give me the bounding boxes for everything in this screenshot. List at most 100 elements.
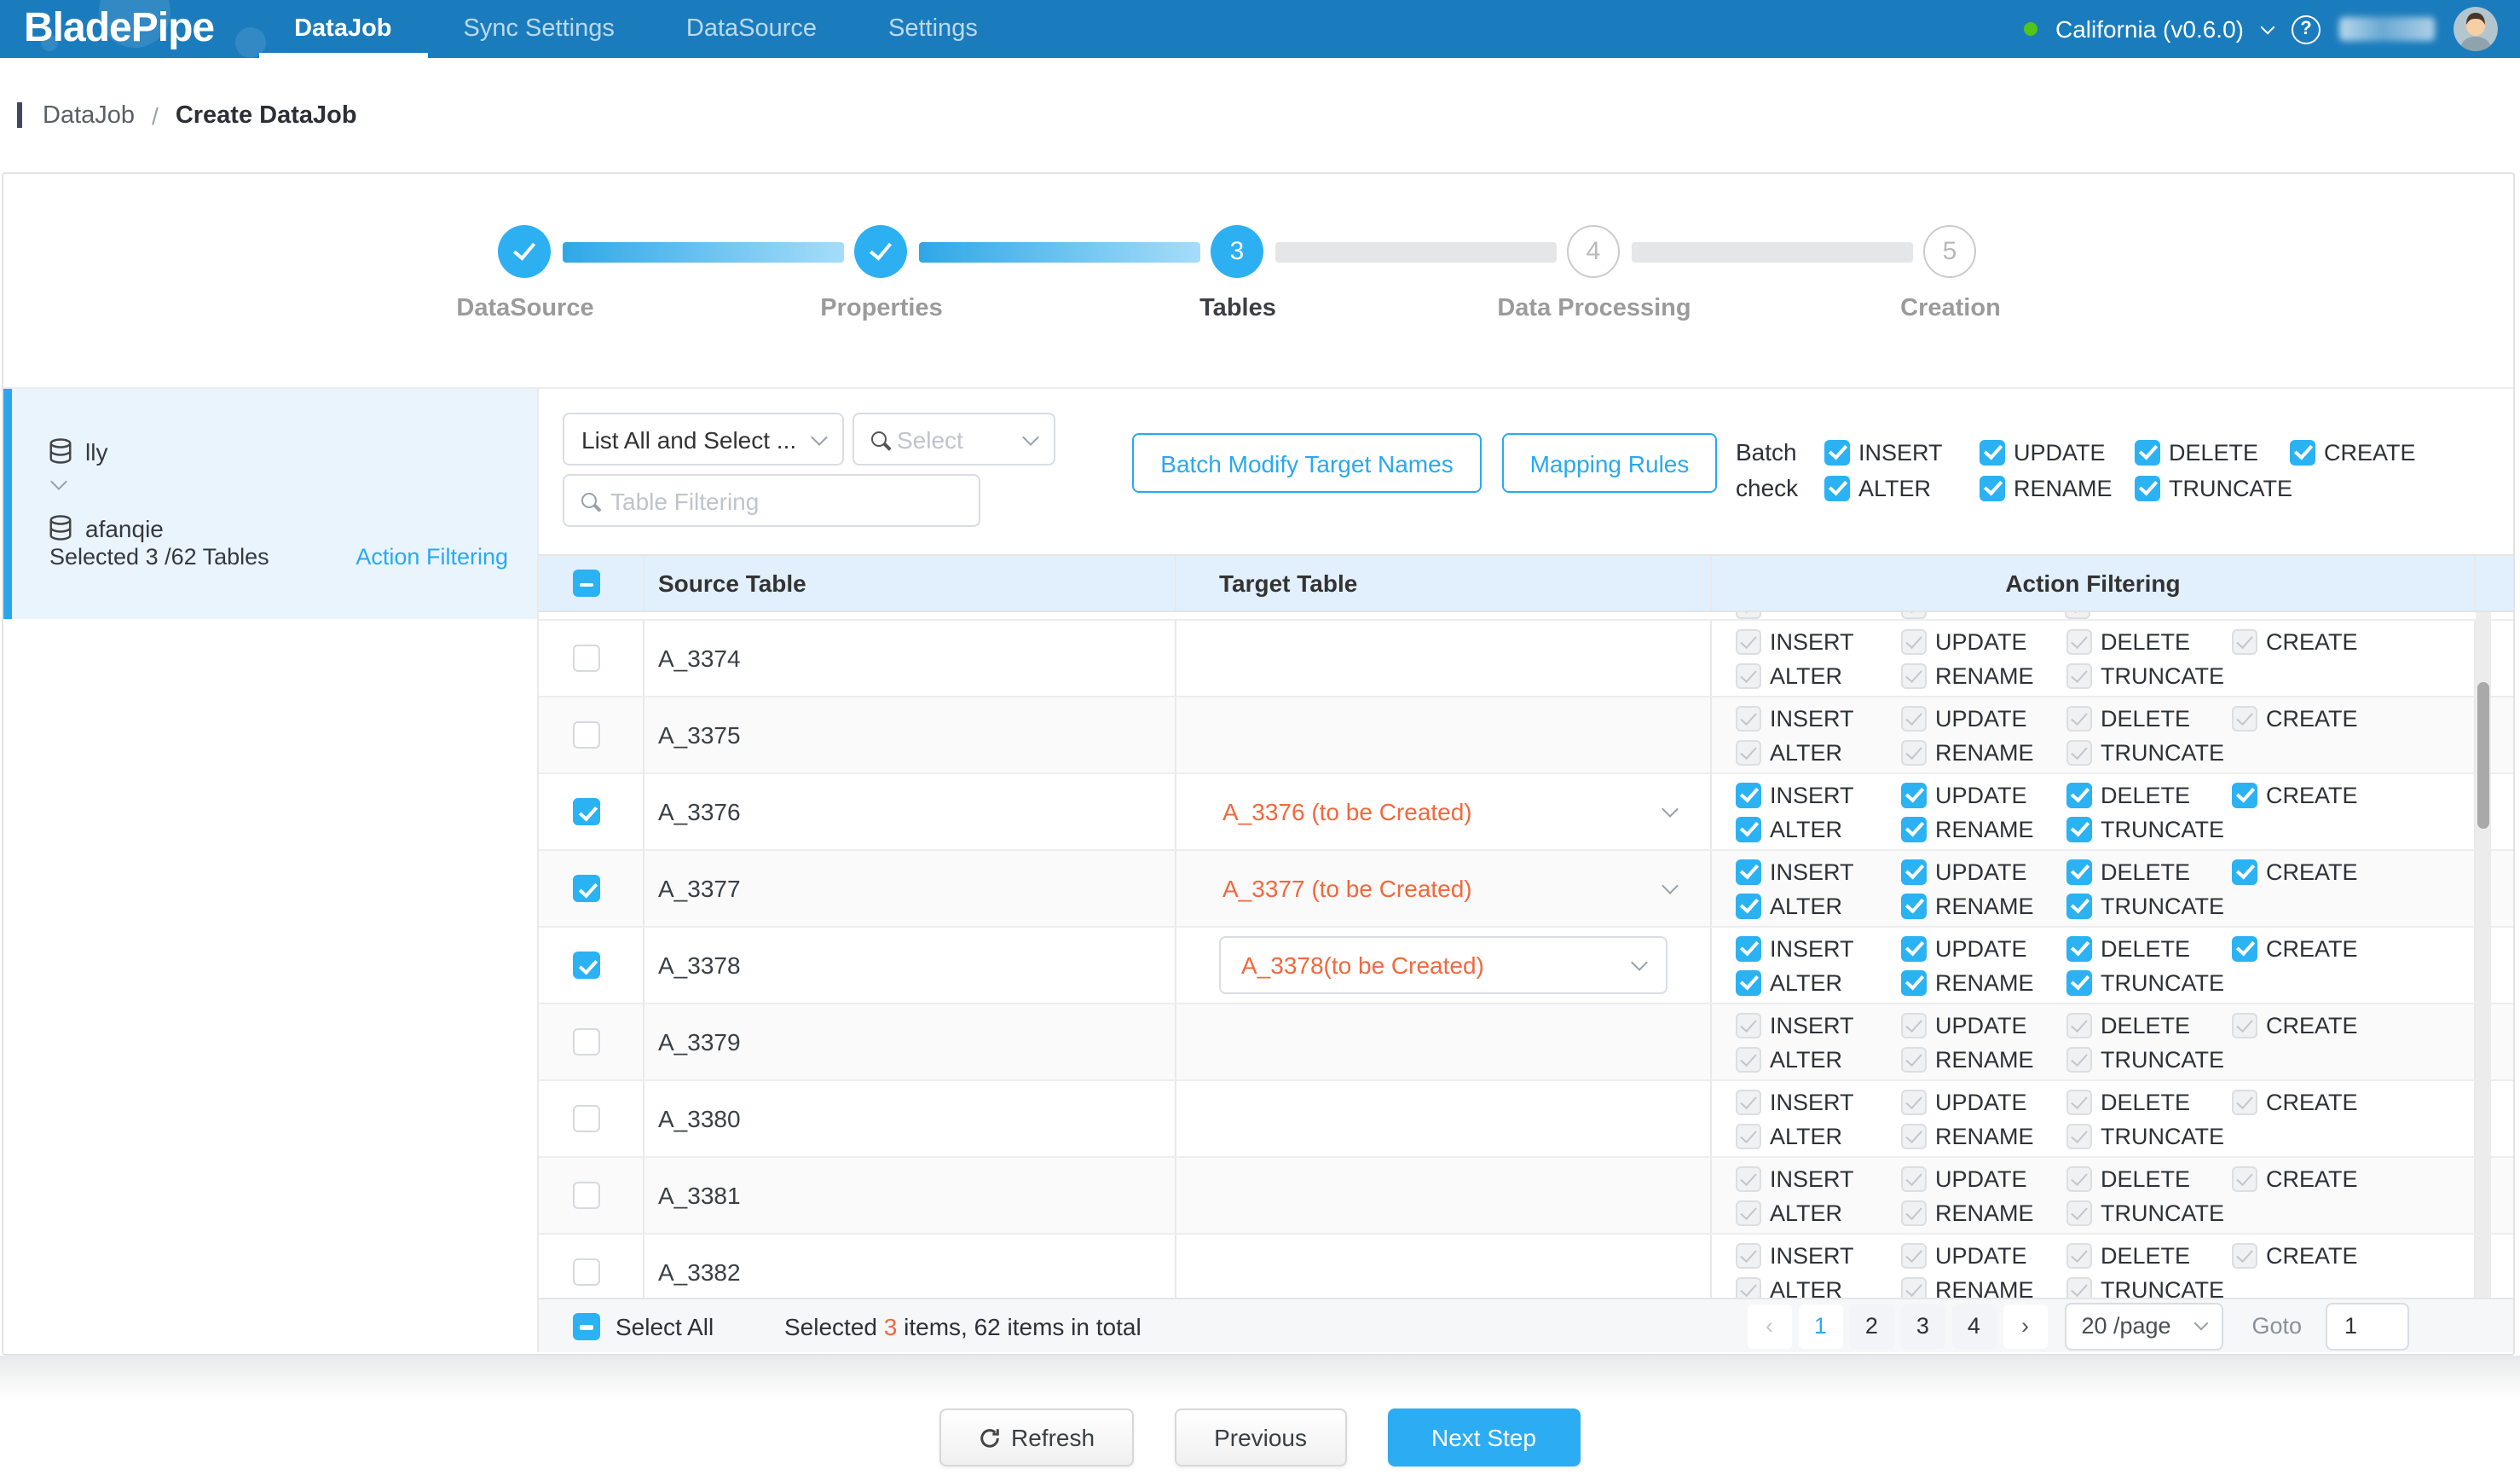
- checkbox-icon[interactable]: [1980, 475, 2005, 500]
- action-filter-rename: RENAME: [1901, 1276, 2066, 1298]
- row-select-checkbox[interactable]: [573, 952, 600, 979]
- pagination-page-1[interactable]: 1: [1798, 1304, 1843, 1348]
- table-row: A_3375 INSERT UPDATE DELETE CREATE ALTER REN…: [539, 697, 2513, 774]
- target-table-dropdown[interactable]: A_3377 (to be Created): [1176, 851, 1710, 926]
- select-page-checkbox[interactable]: [573, 570, 600, 597]
- checkbox-icon[interactable]: [2135, 475, 2160, 500]
- breadcrumb-separator: /: [152, 101, 159, 129]
- checkbox-icon[interactable]: [1736, 969, 1761, 995]
- checkbox-icon[interactable]: [2066, 935, 2092, 961]
- pagination-page-2[interactable]: 2: [1849, 1304, 1894, 1348]
- pagination-page-3[interactable]: 3: [1900, 1304, 1945, 1348]
- action-filter-truncate: TRUNCATE: [2066, 1200, 2232, 1225]
- chevron-down-icon: [1022, 428, 1039, 445]
- select-all-checkbox[interactable]: [573, 1312, 600, 1339]
- action-line1: INSERT UPDATE DELETE CREATE: [1712, 778, 2474, 812]
- row-select-checkbox[interactable]: [573, 645, 600, 672]
- db-pair-item[interactable]: lly afanqie Selected 3 /62 Tables Action…: [3, 389, 537, 619]
- row-checkbox-cell: [539, 1081, 644, 1156]
- goto-page-input[interactable]: [2326, 1302, 2409, 1350]
- action-label: UPDATE: [1935, 1012, 2027, 1038]
- nav-item-settings[interactable]: Settings: [888, 15, 978, 43]
- checkbox-icon: [1736, 1089, 1761, 1114]
- next-step-button[interactable]: Next Step: [1387, 1408, 1581, 1466]
- pagination-next[interactable]: ›: [2003, 1304, 2048, 1348]
- checkbox-icon[interactable]: [1901, 969, 1927, 995]
- table-footer: Select All Selected 3 items, 62 items in…: [539, 1298, 2513, 1352]
- table-select-dropdown[interactable]: Select: [853, 413, 1055, 466]
- row-checkbox-cell: [539, 851, 644, 926]
- help-icon[interactable]: ?: [2292, 14, 2321, 43]
- page-size-select[interactable]: 20 /page: [2064, 1302, 2223, 1350]
- action-label: ALTER: [1858, 475, 1932, 500]
- target-table-dropdown[interactable]: A_3376 (to be Created): [1176, 774, 1710, 849]
- action-filtering-cell: INSERT UPDATE DELETE CREATE ALTER RENAME TRUN…: [1712, 621, 2476, 696]
- action-filter-alter: ALTER: [1736, 893, 1901, 918]
- list-mode-select[interactable]: List All and Select ...: [563, 413, 844, 466]
- checkbox-icon[interactable]: [2066, 969, 2092, 995]
- checkbox-icon[interactable]: [1736, 859, 1761, 884]
- avatar[interactable]: [2454, 7, 2498, 51]
- target-cell: A_3378(to be Created): [1176, 928, 1712, 1003]
- row-select-checkbox[interactable]: [573, 875, 600, 902]
- checkbox-icon[interactable]: [2135, 439, 2160, 465]
- row-select-checkbox[interactable]: [573, 1105, 600, 1132]
- target-cell: A_3376 (to be Created): [1176, 774, 1712, 849]
- target-table-dropdown[interactable]: A_3378(to be Created): [1219, 936, 1667, 994]
- nav-item-datasource[interactable]: DataSource: [685, 15, 818, 43]
- action-filtering-link[interactable]: Action Filtering: [355, 544, 508, 570]
- stepper-connector: [1275, 242, 1557, 263]
- action-filter-insert: INSERT: [1736, 1242, 1901, 1268]
- action-label: ALTER: [1770, 1046, 1843, 1072]
- row-select-checkbox[interactable]: [573, 1182, 600, 1209]
- action-filter-rename: RENAME: [1980, 471, 2135, 505]
- previous-button[interactable]: Previous: [1175, 1408, 1346, 1466]
- checkbox-icon[interactable]: [1824, 439, 1850, 465]
- checkbox-icon[interactable]: [2232, 935, 2257, 961]
- mapping-rules-button[interactable]: Mapping Rules: [1502, 433, 1717, 493]
- checkbox-icon[interactable]: [2232, 782, 2257, 807]
- checkbox-icon[interactable]: [2066, 893, 2092, 918]
- pagination-page-4[interactable]: 4: [1951, 1304, 1997, 1348]
- checkbox-icon[interactable]: [1736, 782, 1761, 807]
- row-select-checkbox[interactable]: [573, 1258, 600, 1286]
- chevron-down-icon[interactable]: [2260, 19, 2275, 34]
- checkbox-icon[interactable]: [2066, 859, 2092, 884]
- checkbox-icon[interactable]: [2290, 439, 2315, 465]
- checkbox-icon[interactable]: [1736, 935, 1761, 961]
- scrollbar-thumb[interactable]: [2477, 682, 2489, 829]
- action-label: ALTER: [1770, 662, 1843, 688]
- checkbox-icon: [1736, 1166, 1761, 1191]
- row-select-checkbox[interactable]: [573, 721, 600, 749]
- checkbox-icon[interactable]: [2066, 782, 2092, 807]
- checkbox-icon[interactable]: [1901, 859, 1927, 884]
- source-table-cell: A_3379: [644, 1004, 1176, 1079]
- checkbox-icon[interactable]: [2232, 859, 2257, 884]
- chevron-down-icon: [1662, 801, 1679, 818]
- table-filter-input[interactable]: [610, 487, 962, 514]
- row-select-checkbox[interactable]: [573, 1028, 600, 1056]
- action-label: DELETE: [2101, 782, 2191, 807]
- checkbox-icon[interactable]: [1901, 782, 1927, 807]
- checkbox-icon[interactable]: [1736, 893, 1761, 918]
- checkbox-icon[interactable]: [1736, 816, 1761, 842]
- refresh-button[interactable]: Refresh: [939, 1408, 1135, 1466]
- nav-item-datajob[interactable]: DataJob: [258, 0, 428, 58]
- breadcrumb-root[interactable]: DataJob: [43, 101, 136, 129]
- checkbox-icon[interactable]: [1901, 935, 1927, 961]
- action-label: CREATE: [2266, 705, 2358, 731]
- nav-item-sync-settings[interactable]: Sync Settings: [463, 15, 615, 43]
- row-select-checkbox[interactable]: [573, 798, 600, 825]
- pagination-prev[interactable]: ‹: [1747, 1304, 1792, 1348]
- checkbox-icon[interactable]: [1901, 893, 1927, 918]
- batch-modify-target-names-button[interactable]: Batch Modify Target Names: [1132, 433, 1482, 493]
- target-cell: [1176, 697, 1712, 772]
- checkbox-icon[interactable]: [1901, 816, 1927, 842]
- checkbox-icon[interactable]: [1824, 475, 1850, 500]
- checkbox-icon[interactable]: [1980, 439, 2005, 465]
- action-label: RENAME: [1935, 969, 2034, 995]
- source-table-name: A_3379: [658, 1028, 741, 1056]
- checkbox-icon[interactable]: [2066, 816, 2092, 842]
- source-table-cell: A_3376: [644, 774, 1176, 849]
- region-version-label[interactable]: California (v0.6.0): [2055, 15, 2244, 43]
